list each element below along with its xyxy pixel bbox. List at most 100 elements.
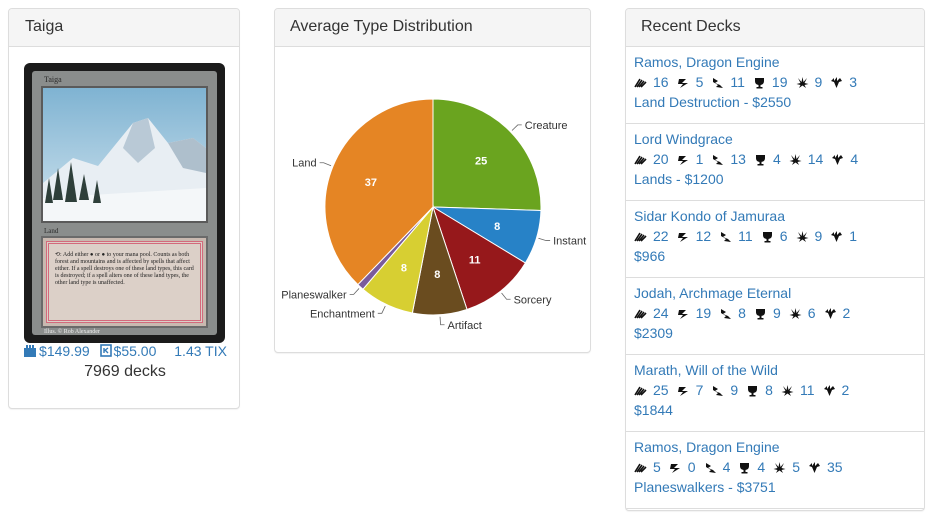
deck-stats: 22 12 11 6 9 1 [634, 228, 916, 248]
deck-stats: 5 0 4 4 5 35 [634, 459, 916, 479]
pie-leader-line-planeswalker [349, 288, 360, 295]
deck-stat-value: 16 [653, 74, 669, 90]
deck-stats: 24 19 8 9 6 2 [634, 305, 916, 325]
deck-row[interactable]: Ramos, Dragon Engine 16 5 11 19 9 3 Land Destru… [626, 47, 924, 124]
control-icon [754, 78, 764, 89]
card-frame: Taiga [32, 71, 217, 335]
pie-category-label-artifact: Artifact [448, 320, 482, 332]
deck-stat: 1 [677, 151, 703, 167]
ck-price: $55.00 [113, 343, 157, 359]
fun-icon [789, 154, 802, 165]
fun-icon [789, 308, 802, 319]
casual-icon [634, 232, 647, 242]
deck-stat-value: 14 [807, 151, 824, 167]
pie-category-label-land: Land [292, 158, 316, 170]
pie-value-label-enchantment: 8 [401, 262, 407, 274]
deck-stat: 11 [781, 382, 815, 398]
deck-stat: 13 [711, 151, 746, 167]
deck-stat-value: 9 [772, 305, 781, 321]
deck-stat-value: 2 [842, 305, 851, 321]
deck-name-link[interactable]: Sidar Kondo of Jamuraa [634, 208, 785, 224]
deck-stat-value: 11 [738, 228, 753, 244]
deck-stat: 9 [796, 228, 822, 244]
deck-stat-value: 8 [765, 382, 773, 398]
aggro-icon [677, 79, 688, 88]
fun-icon [796, 231, 808, 242]
deck-stat: 0 [669, 459, 696, 475]
deck-stats: 16 5 11 19 9 3 [634, 74, 916, 94]
deck-row[interactable]: Sidar Kondo of Jamuraa 22 12 11 6 9 1 $966 [626, 201, 924, 278]
deck-stat: 16 [634, 74, 669, 90]
budget-icon [824, 308, 836, 319]
budget-icon [831, 231, 843, 242]
control-icon [748, 386, 758, 397]
pie-category-label-instant: Instant [553, 236, 586, 248]
control-icon [740, 463, 750, 474]
deck-row[interactable]: Marath, Will of the Wild 25 7 9 8 11 2 $1844 [626, 355, 924, 432]
deck-subtitle: Planeswalkers - $3751 [634, 479, 776, 495]
deck-stat: 3 [830, 74, 857, 90]
recent-decks-panel: Recent Decks Ramos, Dragon Engine 16 5 11 19… [625, 8, 925, 511]
deck-name-link[interactable]: Lord Windgrace [634, 131, 733, 147]
deck-stat: 9 [711, 382, 738, 398]
control-icon [762, 232, 772, 243]
pie-slice-land[interactable] [324, 98, 434, 286]
deck-stat: 14 [789, 151, 824, 167]
deck-stat-value: 4 [850, 151, 859, 167]
control-icon [755, 309, 765, 320]
deck-row[interactable]: Ramos, Dragon Engine 5 0 4 4 5 35 Planeswalkers… [626, 432, 924, 509]
deck-name-link[interactable]: Jodah, Archmage Eternal [634, 285, 792, 301]
aggro-icon [677, 387, 688, 396]
deck-stat-value: 5 [792, 459, 800, 475]
deck-stat: 22 [634, 228, 669, 244]
deck-stat: 2 [823, 382, 849, 398]
deck-stat-value: 0 [687, 459, 696, 475]
deck-stat: 4 [831, 151, 858, 167]
deck-stat: 35 [808, 459, 843, 475]
pie-category-label-enchantment: Enchantment [310, 308, 375, 320]
deck-stat: 7 [677, 382, 703, 398]
deck-stats: 20 1 13 4 14 4 [634, 151, 916, 171]
card-image[interactable]: Taiga [24, 63, 225, 343]
combo-icon [713, 386, 724, 396]
deck-row[interactable]: Lord Windgrace 20 1 13 4 14 4 Lands - $1200 [626, 124, 924, 201]
tcg-price-link[interactable]: $149.99 [23, 343, 96, 359]
tix-price-link[interactable]: 1.43 TIX [174, 343, 227, 359]
budget-icon [823, 385, 835, 396]
deck-subtitle: $966 [634, 248, 666, 264]
deck-stat: 2 [824, 305, 851, 321]
deck-stat-value: 13 [730, 151, 746, 167]
deck-stat: 19 [677, 305, 711, 321]
pie-slice-creature[interactable] [432, 98, 542, 211]
aggro-icon [677, 310, 688, 319]
deck-stat-value: 4 [757, 459, 766, 475]
deck-stat: 4 [754, 151, 781, 167]
deck-stat-value: 19 [771, 74, 788, 90]
combo-icon [721, 309, 732, 319]
pie-slice-sorcery[interactable] [432, 205, 527, 311]
casual-icon [634, 78, 647, 88]
pie-value-label-sorcery: 11 [469, 254, 481, 266]
price-row: $149.99 $55.00 1.43 TIX [9, 343, 239, 359]
deck-stat: 19 [753, 74, 788, 90]
deck-stat: 8 [746, 382, 773, 398]
type-distribution-panel: Average Type Distribution 25 Creature 8 Ins… [274, 8, 591, 353]
deck-stats: 25 7 9 8 11 2 [634, 382, 916, 402]
control-icon [755, 155, 765, 166]
card-rules-text: ⟲: Add either ● or ● to your mana pool. … [55, 252, 194, 286]
deck-name-link[interactable]: Ramos, Dragon Engine [634, 54, 780, 70]
deck-stat-value: 11 [799, 382, 815, 398]
pie-leader-line-creature [511, 124, 522, 131]
deck-name-link[interactable]: Marath, Will of the Wild [634, 362, 778, 378]
fun-icon [781, 385, 794, 396]
ck-price-link[interactable]: $55.00 [99, 343, 163, 359]
deck-stat: 11 [719, 228, 753, 244]
aggro-icon [677, 156, 688, 165]
fun-icon [773, 462, 786, 473]
deck-name-link[interactable]: Ramos, Dragon Engine [634, 439, 780, 455]
card-text-box: ⟲: Add either ● or ● to your mana pool. … [41, 236, 208, 328]
deck-stat-value: 6 [807, 305, 816, 321]
deck-stat-value: 4 [722, 459, 731, 475]
pie-leader-line-land [319, 162, 332, 167]
deck-row[interactable]: Jodah, Archmage Eternal 24 19 8 9 6 2 $2309 [626, 278, 924, 355]
